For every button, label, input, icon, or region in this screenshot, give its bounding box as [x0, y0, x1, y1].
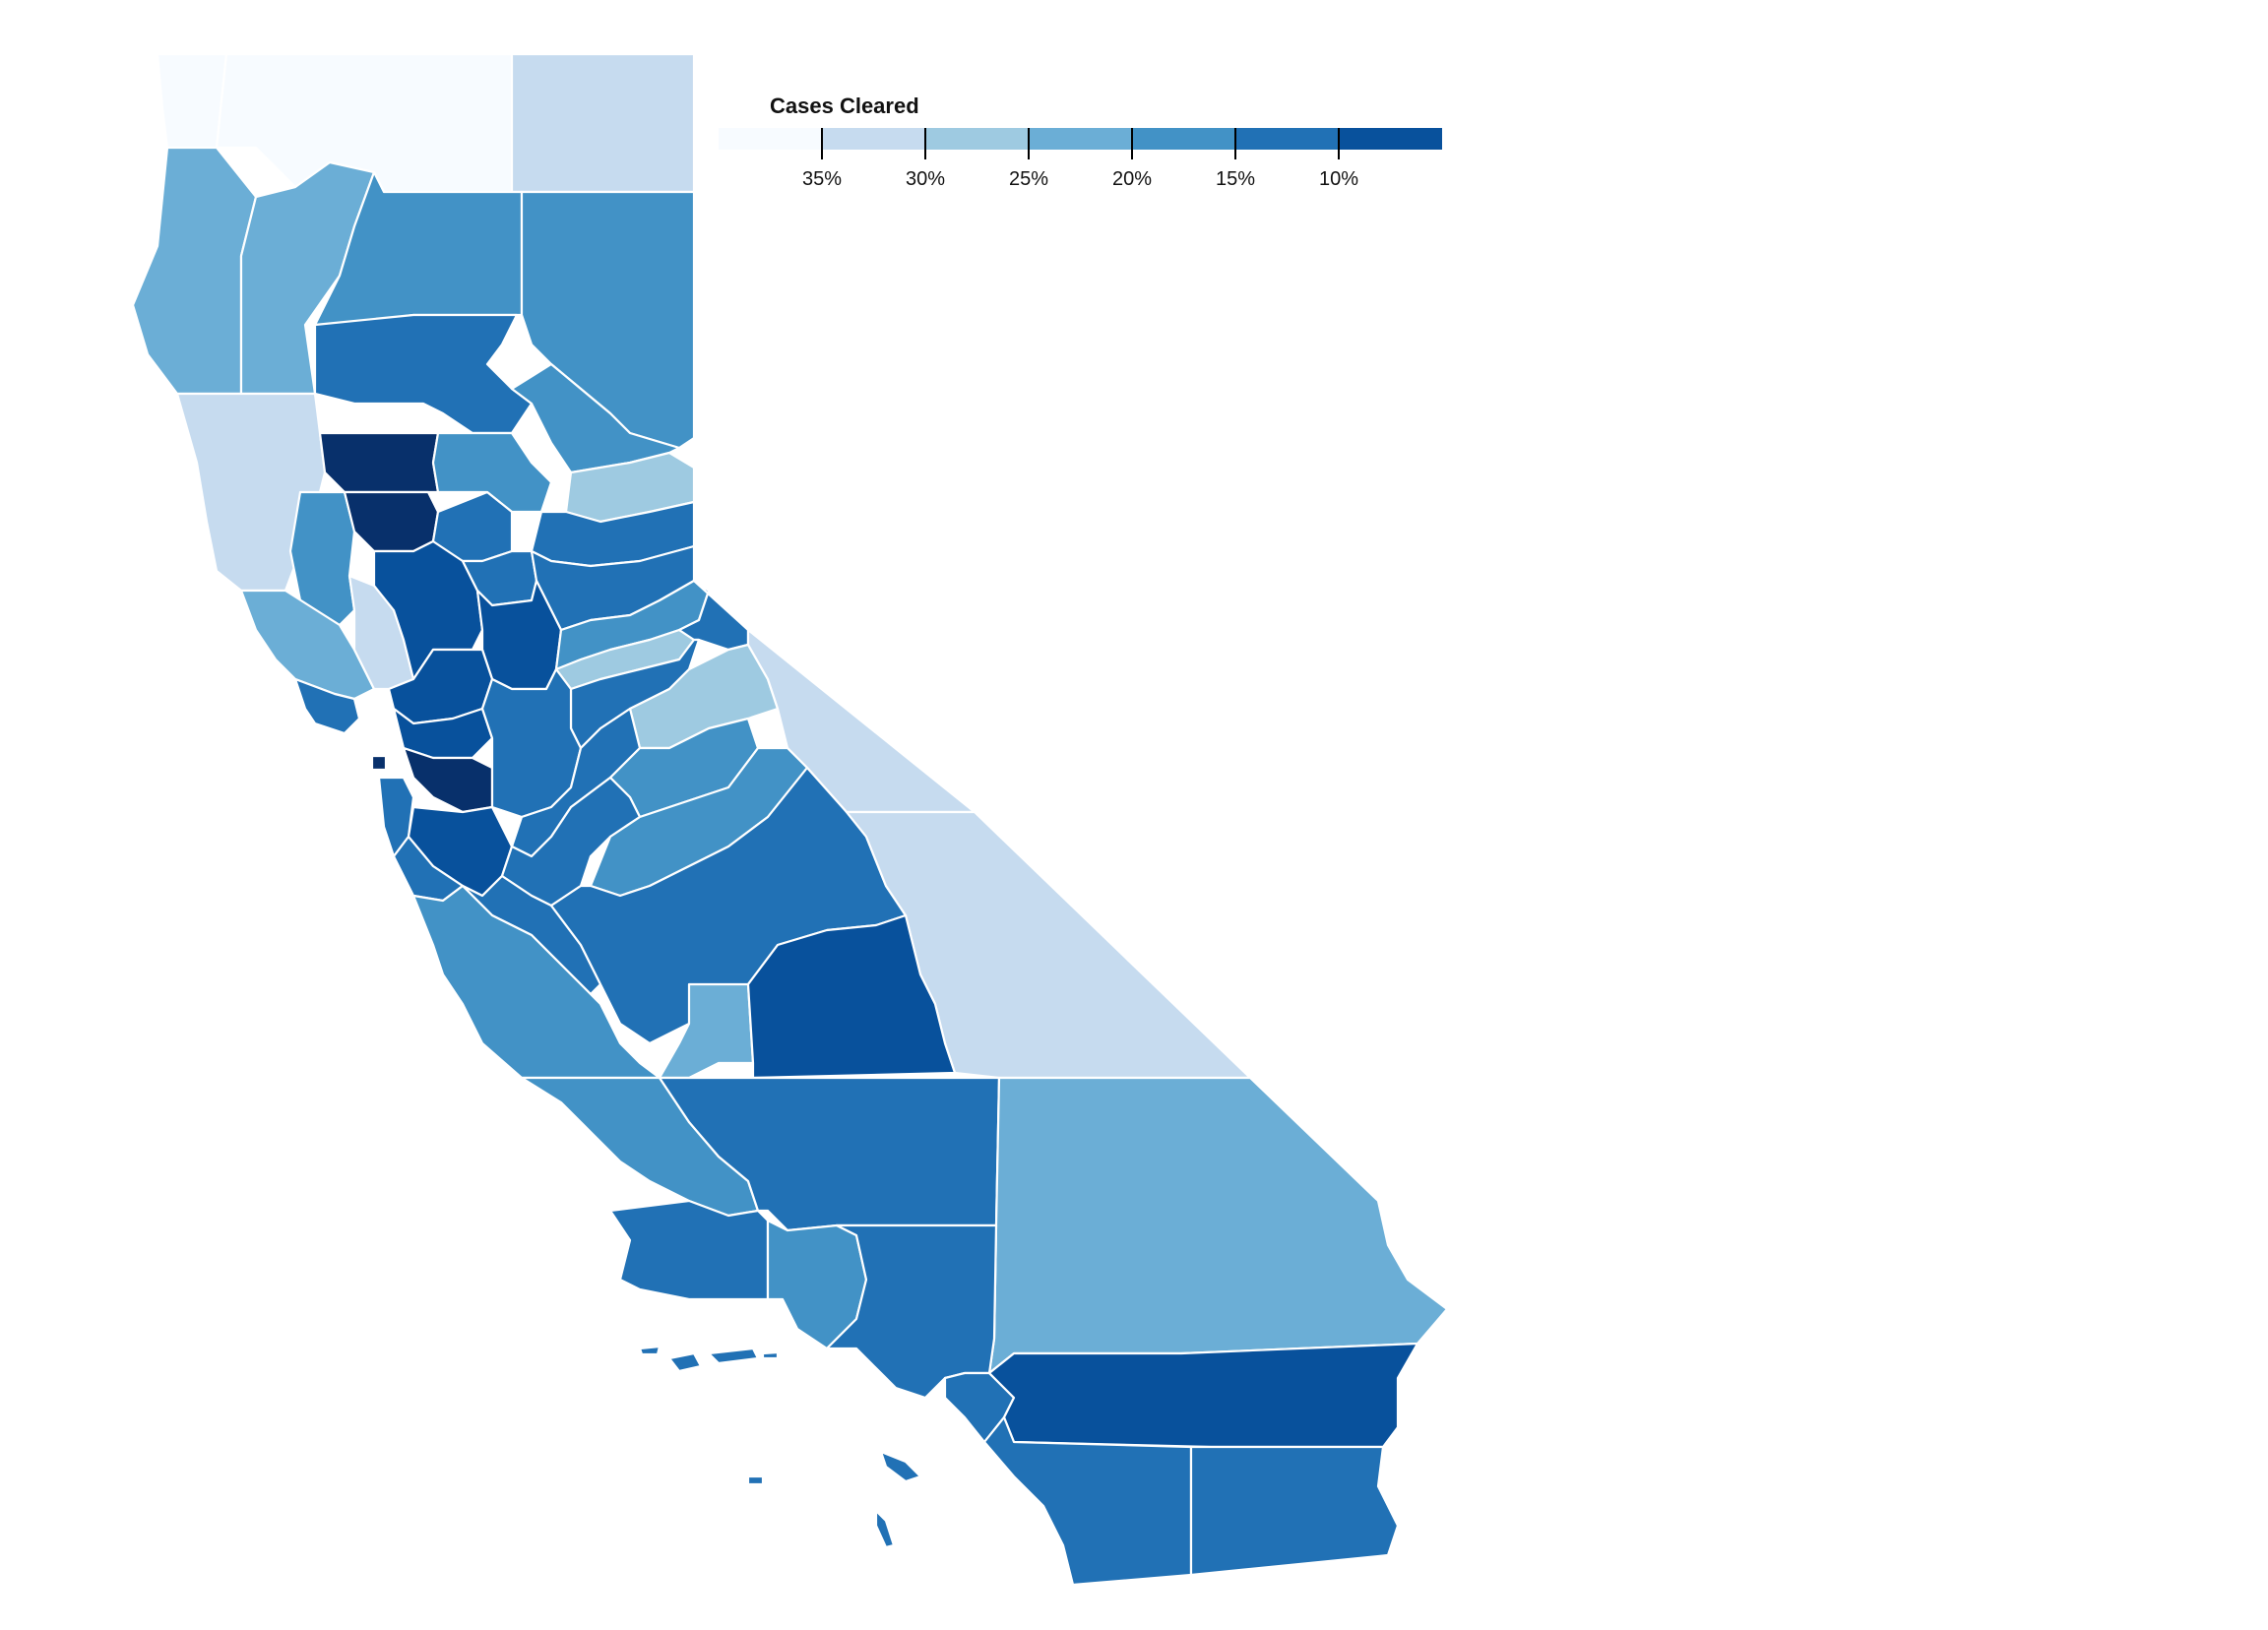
county-colusa	[343, 490, 440, 553]
county-sonoma	[239, 589, 376, 701]
county-mendocino	[175, 392, 327, 593]
legend-swatch	[1235, 128, 1339, 150]
island-san-miguel	[638, 1345, 662, 1356]
legend-tick-label: 10%	[1319, 168, 1358, 190]
county-modoc	[510, 52, 696, 194]
channel-islands	[638, 1345, 922, 1549]
legend-tick-label: 15%	[1216, 168, 1255, 190]
county-butte	[431, 431, 553, 514]
county-del-norte	[156, 52, 228, 150]
county-san-diego	[982, 1415, 1193, 1587]
county-monterey	[411, 884, 662, 1080]
legend-tick-label: 20%	[1112, 168, 1152, 190]
legend-swatch	[1339, 128, 1442, 150]
legend-swatch	[822, 128, 925, 150]
county-imperial	[1189, 1445, 1400, 1577]
island-santa-rosa	[667, 1351, 703, 1373]
legend-ticks: 35% 30% 25% 20% 15% 10%	[802, 128, 1358, 190]
legend-swatch	[719, 128, 822, 150]
island-santa-cruz	[707, 1347, 760, 1365]
county-glenn	[318, 431, 440, 494]
legend-swatch	[1132, 128, 1235, 150]
legend-swatch	[925, 128, 1029, 150]
county-alameda	[402, 746, 494, 814]
county-tulare	[746, 913, 957, 1080]
county-regions	[131, 52, 1449, 1587]
county-plumas	[510, 362, 681, 474]
legend-swatch	[1029, 128, 1132, 150]
island-san-clemente	[874, 1509, 896, 1549]
island-santa-barbara	[746, 1474, 765, 1486]
legend-tick-label: 25%	[1009, 168, 1048, 190]
county-tehama	[313, 313, 534, 435]
county-san-francisco	[370, 754, 388, 772]
county-marin	[293, 677, 361, 735]
county-riverside	[987, 1342, 1419, 1449]
county-santa-barbara	[608, 1199, 770, 1301]
legend-title: Cases Cleared	[770, 94, 919, 118]
county-san-bernardino	[987, 1076, 1449, 1375]
legend: Cases Cleared 35% 30% 25% 20% 15% 10%	[719, 94, 1442, 190]
legend-swatches	[719, 128, 1442, 150]
island-anacapa	[761, 1350, 780, 1360]
legend-tick-label: 35%	[802, 168, 842, 190]
county-los-angeles	[825, 1223, 998, 1400]
legend-tick-label: 30%	[906, 168, 945, 190]
county-humboldt	[131, 146, 258, 396]
island-santa-catalina	[879, 1450, 922, 1483]
